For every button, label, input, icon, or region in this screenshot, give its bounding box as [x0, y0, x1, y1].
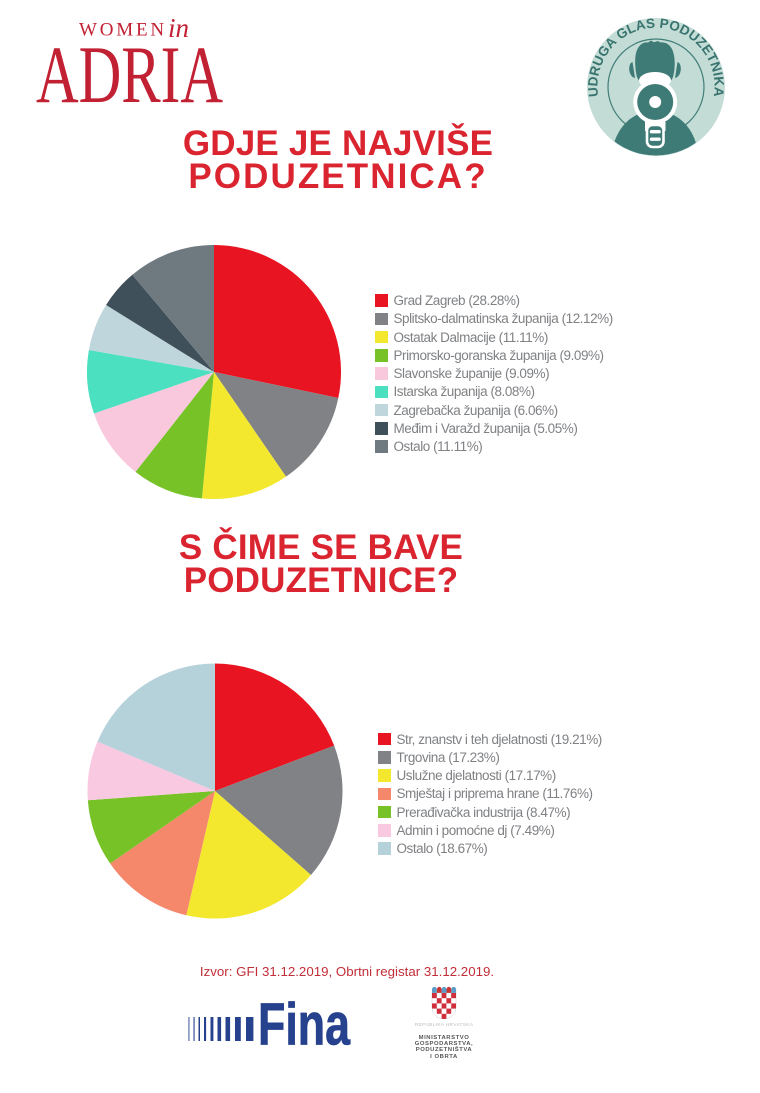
svg-text:ADRIA: ADRIA: [36, 29, 223, 114]
svg-text:Fina: Fina: [258, 998, 351, 1048]
svg-text:WOMEN: WOMEN: [79, 20, 167, 41]
svg-text:in: in: [168, 14, 189, 43]
